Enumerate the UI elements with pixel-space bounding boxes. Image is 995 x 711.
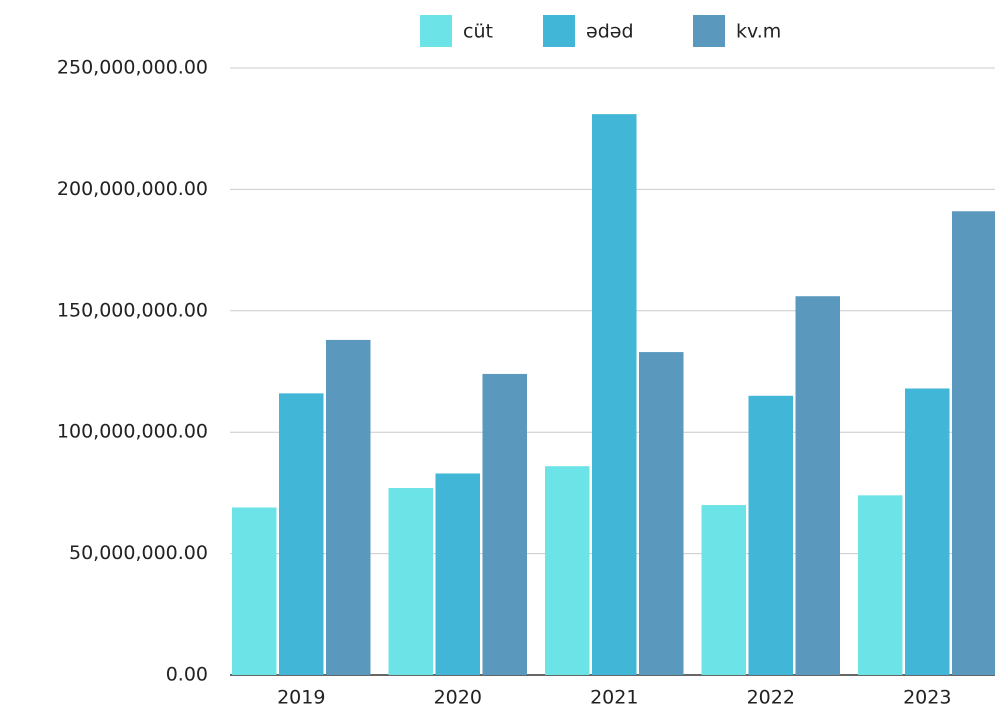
- bar: [592, 114, 637, 675]
- bar: [388, 488, 433, 675]
- legend-label: kv.m: [736, 21, 781, 43]
- y-tick-label: 0.00: [166, 664, 208, 686]
- y-tick-label: 250,000,000.00: [57, 57, 208, 79]
- bar: [905, 388, 950, 675]
- bar: [858, 495, 903, 675]
- bar: [279, 393, 324, 675]
- legend-swatch: [693, 15, 725, 47]
- legend-label: ədəd: [586, 21, 634, 43]
- y-tick-label: 200,000,000.00: [57, 178, 208, 200]
- x-tick-label: 2023: [903, 687, 951, 709]
- y-tick-label: 50,000,000.00: [69, 542, 208, 564]
- legend-swatch: [543, 15, 575, 47]
- legend-swatch: [420, 15, 452, 47]
- bar: [795, 296, 840, 675]
- x-tick-label: 2020: [434, 687, 482, 709]
- bar: [435, 473, 480, 675]
- bar: [952, 211, 995, 675]
- bar: [326, 339, 371, 675]
- bar: [545, 466, 590, 675]
- y-tick-label: 150,000,000.00: [57, 299, 208, 321]
- x-tick-label: 2021: [590, 687, 638, 709]
- x-tick-label: 2022: [747, 687, 795, 709]
- y-tick-label: 100,000,000.00: [57, 421, 208, 443]
- bar: [701, 505, 746, 675]
- bar: [232, 507, 277, 675]
- bar: [639, 352, 684, 675]
- bar: [748, 395, 793, 675]
- bar: [482, 373, 527, 675]
- x-tick-label: 2019: [277, 687, 325, 709]
- legend-label: cüt: [463, 21, 493, 43]
